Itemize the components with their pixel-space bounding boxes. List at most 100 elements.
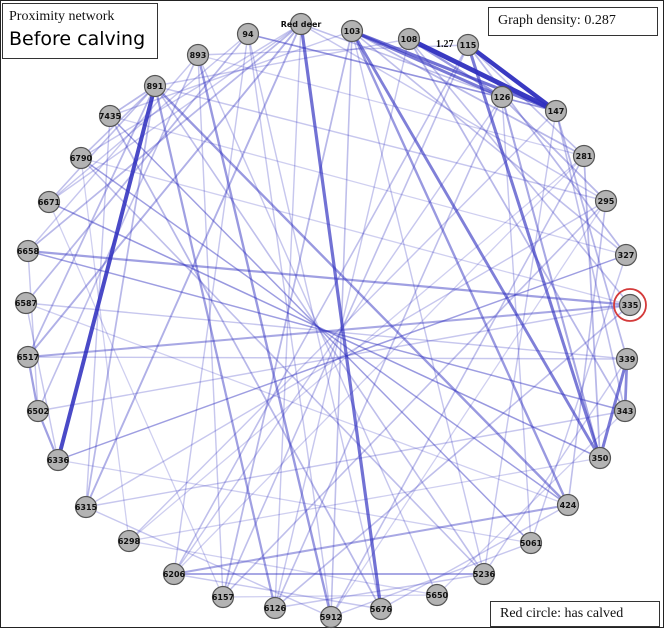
- node-6315[interactable]: 6315: [74, 495, 98, 519]
- edge-5236-339: [483, 358, 628, 575]
- edge-6658-343: [27, 250, 626, 412]
- node-6587[interactable]: 6587: [15, 291, 37, 315]
- edge-5061-7435: [109, 115, 532, 544]
- node-6671[interactable]: 6671: [37, 190, 61, 214]
- node-126[interactable]: 126: [490, 85, 514, 109]
- edge-295-6157: [222, 200, 607, 598]
- node-6298[interactable]: 6298: [118, 529, 141, 553]
- node-label: 147: [548, 107, 565, 116]
- edge-red-deer-6790: [80, 23, 302, 159]
- node-label: 7435: [99, 112, 122, 121]
- node-350[interactable]: 350: [588, 446, 612, 470]
- edge-327-7435: [109, 115, 627, 256]
- edge-94-5912: [247, 33, 332, 618]
- node-5676[interactable]: 5676: [370, 597, 393, 621]
- edge-891-6315: [85, 85, 156, 508]
- node-6658[interactable]: 6658: [17, 239, 40, 263]
- edge-350-6671: [48, 201, 601, 459]
- node-108[interactable]: 108: [397, 27, 421, 51]
- overlay-layer: 1.27: [436, 39, 647, 322]
- edge-red-deer-295: [300, 23, 607, 202]
- node-6206[interactable]: 6206: [162, 562, 186, 586]
- node-circle: [289, 12, 313, 36]
- node-circle: [340, 19, 364, 43]
- node-339[interactable]: 339: [615, 347, 639, 371]
- node-6502[interactable]: 6502: [27, 399, 49, 423]
- phase-title: Before calving: [9, 28, 146, 50]
- node-circle: [472, 562, 496, 586]
- node-circle: [74, 495, 98, 519]
- edge-147-339: [555, 110, 628, 360]
- node-label: 6298: [118, 537, 141, 546]
- node-893[interactable]: 893: [186, 43, 210, 67]
- node-6790[interactable]: 6790: [69, 146, 93, 170]
- node-281[interactable]: 281: [572, 144, 596, 168]
- node-891[interactable]: 891: [143, 74, 167, 98]
- node-red-deer[interactable]: Red deer: [281, 12, 322, 36]
- edge-6206-5676: [173, 573, 382, 610]
- node-label: 891: [147, 82, 164, 91]
- edge-6502-335: [37, 304, 631, 412]
- edge-6336-327: [57, 254, 627, 461]
- node-circle: [69, 146, 93, 170]
- edge-281-893: [197, 54, 585, 157]
- node-circle: [37, 190, 61, 214]
- node-424[interactable]: 424: [556, 493, 580, 517]
- edge-103-350: [350, 29, 602, 460]
- node-6126[interactable]: 6126: [264, 596, 287, 620]
- node-label: 350: [592, 454, 609, 463]
- edge-893-6658: [27, 54, 199, 252]
- node-327[interactable]: 327: [614, 243, 638, 267]
- node-103[interactable]: 103: [340, 19, 364, 43]
- node-343[interactable]: 343: [613, 399, 637, 423]
- node-label: 327: [618, 251, 635, 260]
- edge-5650-893: [197, 54, 438, 596]
- edge-103-424: [350, 29, 570, 507]
- edge-147-5236: [483, 110, 557, 575]
- edge-red-deer-6671: [48, 23, 302, 203]
- node-5236[interactable]: 5236: [472, 562, 496, 586]
- edge-891-6126: [153, 84, 277, 610]
- node-circle: [425, 583, 449, 607]
- node-115[interactable]: 115: [456, 33, 480, 57]
- node-label: 6587: [15, 299, 37, 308]
- node-circle: [618, 293, 642, 317]
- edge-108-343: [408, 38, 626, 412]
- node-circle: [556, 493, 580, 517]
- node-5061[interactable]: 5061: [520, 531, 543, 555]
- node-94[interactable]: 94: [236, 22, 260, 46]
- node-335[interactable]: 335: [618, 293, 642, 317]
- edge-5912-5061: [330, 542, 532, 618]
- node-6157[interactable]: 6157: [212, 585, 234, 609]
- node-circle: [614, 243, 638, 267]
- node-circle: [456, 33, 480, 57]
- node-6336[interactable]: 6336: [47, 448, 70, 472]
- edge-6671-6157: [48, 201, 224, 598]
- edge-335-6790: [80, 157, 631, 306]
- node-5912[interactable]: 5912: [320, 605, 342, 629]
- edge-126-295: [501, 96, 607, 202]
- node-295[interactable]: 295: [594, 189, 618, 213]
- node-label: 94: [242, 30, 254, 39]
- node-circle: [615, 347, 639, 371]
- edge-6790-424: [80, 157, 569, 506]
- edge-103-147: [350, 29, 558, 113]
- node-label: 115: [460, 41, 477, 50]
- node-6517[interactable]: 6517: [17, 345, 39, 369]
- node-label: 6157: [212, 593, 234, 602]
- edge-6587-339: [25, 302, 628, 360]
- edge-115-350: [466, 43, 602, 460]
- edge-6157-5650: [222, 594, 438, 598]
- node-7435[interactable]: 7435: [99, 104, 122, 128]
- node-circle: [236, 22, 260, 46]
- node-circle: [613, 399, 637, 423]
- node-circle: [162, 562, 186, 586]
- node-147[interactable]: 147: [544, 99, 568, 123]
- node-label: 126: [494, 93, 511, 102]
- node-label: 6790: [70, 154, 93, 163]
- node-5650[interactable]: 5650: [425, 583, 449, 607]
- edge-893-5912: [196, 53, 333, 619]
- edge-5676-424: [380, 504, 569, 610]
- node-circle: [588, 446, 612, 470]
- edge-339-350: [598, 357, 629, 460]
